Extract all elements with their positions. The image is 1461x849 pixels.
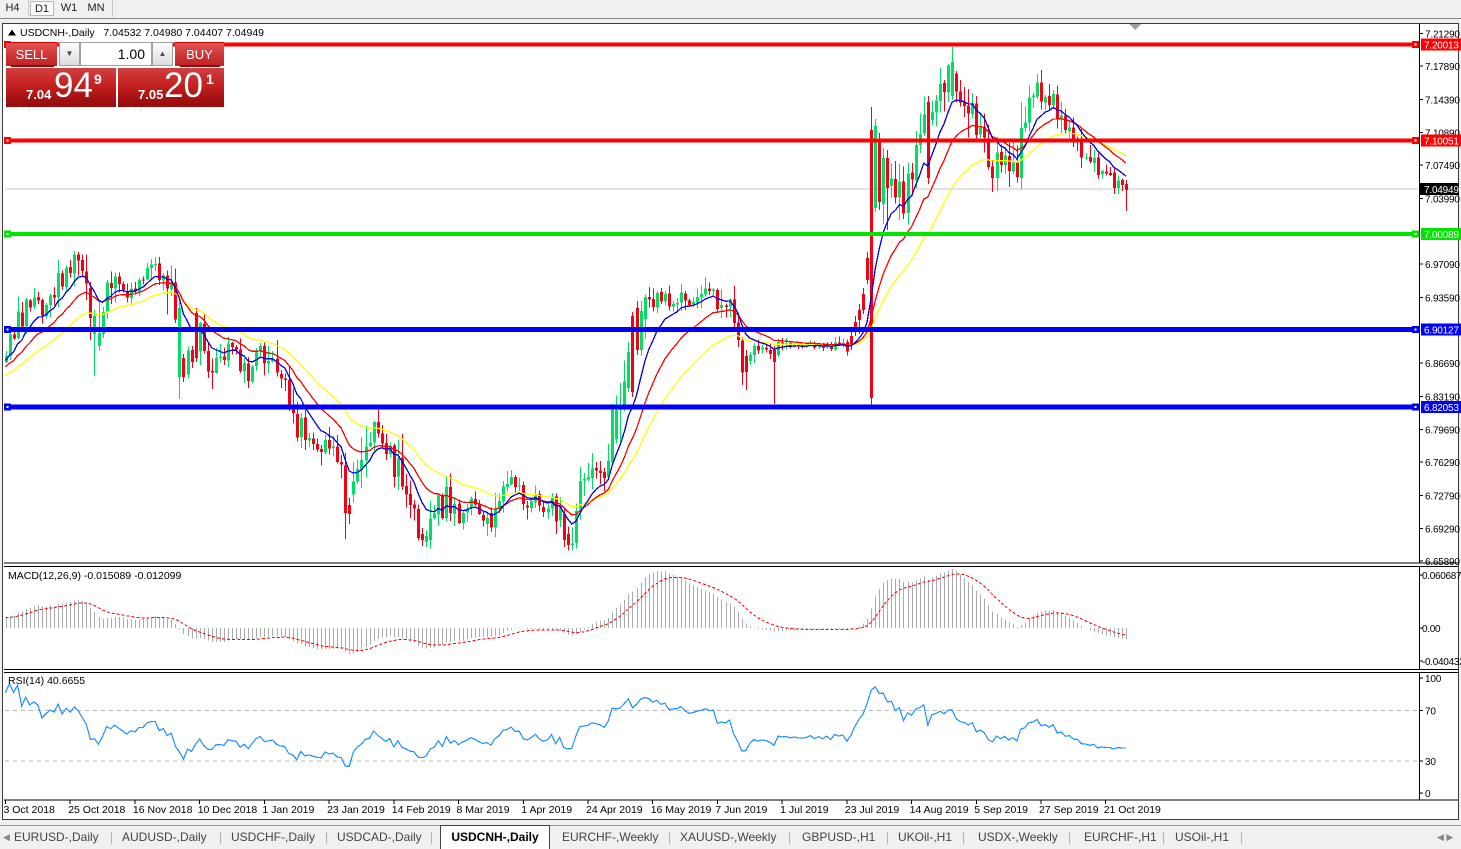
svg-text:7.07490: 7.07490 (1425, 161, 1460, 172)
svg-text:-0.040432: -0.040432 (1422, 657, 1461, 668)
svg-text:7.00089: 7.00089 (1424, 230, 1459, 241)
svg-text:8 Mar 2019: 8 Mar 2019 (457, 804, 510, 816)
svg-text:14 Feb 2019: 14 Feb 2019 (392, 804, 451, 816)
svg-text:7 Jun 2019: 7 Jun 2019 (715, 804, 767, 816)
svg-text:23 Jan 2019: 23 Jan 2019 (327, 804, 385, 816)
svg-text:0.00: 0.00 (1422, 624, 1441, 635)
svg-text:21 Oct 2019: 21 Oct 2019 (1104, 804, 1161, 816)
svg-text:14 Aug 2019: 14 Aug 2019 (910, 804, 969, 816)
svg-text:0: 0 (1425, 789, 1431, 800)
svg-text:1 Jan 2019: 1 Jan 2019 (262, 804, 314, 816)
svg-text:6.76290: 6.76290 (1425, 458, 1460, 469)
svg-text:7.03990: 7.03990 (1425, 194, 1460, 205)
svg-text:6.97090: 6.97090 (1425, 260, 1460, 271)
svg-text:70: 70 (1425, 707, 1436, 718)
svg-text:7.10051: 7.10051 (1424, 137, 1459, 148)
svg-text:5 Sep 2019: 5 Sep 2019 (974, 804, 1028, 816)
svg-text:USDCNH-,Daily 7.04532 7.0498: USDCNH-,Daily 7.04532 7.04980 7.04407 7.… (20, 27, 264, 39)
svg-text:7.17890: 7.17890 (1425, 62, 1460, 73)
svg-text:6.72790: 6.72790 (1425, 491, 1460, 502)
svg-text:MACD(12,26,9) -0.015089 -0.012: MACD(12,26,9) -0.015089 -0.012099 (8, 570, 182, 582)
svg-text:7.10890: 7.10890 (1425, 129, 1460, 140)
svg-text:7.14390: 7.14390 (1425, 95, 1460, 106)
svg-text:6.79690: 6.79690 (1425, 426, 1460, 437)
svg-text:6.86690: 6.86690 (1425, 359, 1460, 370)
svg-text:RSI(14) 40.6655: RSI(14) 40.6655 (8, 675, 85, 687)
svg-text:6.83190: 6.83190 (1425, 392, 1460, 403)
svg-text:6.90127: 6.90127 (1424, 325, 1459, 336)
svg-text:1 Apr 2019: 1 Apr 2019 (521, 804, 572, 816)
svg-text:30: 30 (1425, 757, 1436, 768)
svg-text:7.20013: 7.20013 (1424, 41, 1459, 52)
svg-text:1 Jul 2019: 1 Jul 2019 (780, 804, 829, 816)
svg-text:10 Dec 2018: 10 Dec 2018 (198, 804, 258, 816)
svg-text:7.04949: 7.04949 (1424, 185, 1459, 196)
svg-text:7.21290: 7.21290 (1425, 30, 1460, 41)
svg-text:16 May 2019: 16 May 2019 (651, 804, 712, 816)
svg-text:23 Jul 2019: 23 Jul 2019 (845, 804, 899, 816)
svg-text:16 Nov 2018: 16 Nov 2018 (133, 804, 193, 816)
svg-text:6.82053: 6.82053 (1424, 403, 1459, 414)
svg-text:0.060687: 0.060687 (1422, 571, 1461, 582)
svg-text:6.69290: 6.69290 (1425, 525, 1460, 536)
svg-text:24 Apr 2019: 24 Apr 2019 (586, 804, 643, 816)
svg-text:3 Oct 2018: 3 Oct 2018 (4, 804, 56, 816)
svg-text:27 Sep 2019: 27 Sep 2019 (1039, 804, 1099, 816)
svg-text:100: 100 (1425, 674, 1442, 685)
svg-text:6.93590: 6.93590 (1425, 293, 1460, 304)
svg-text:6.65890: 6.65890 (1425, 557, 1460, 568)
svg-text:25 Oct 2018: 25 Oct 2018 (68, 804, 125, 816)
